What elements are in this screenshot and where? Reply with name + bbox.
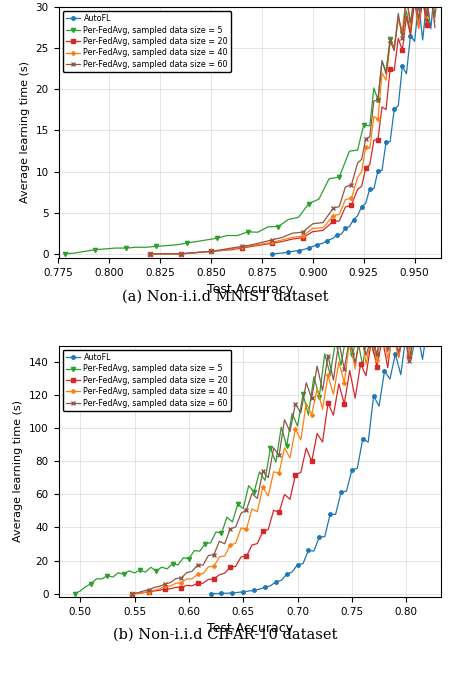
- Y-axis label: Average learning time (s): Average learning time (s): [14, 400, 23, 542]
- Y-axis label: Average learning time (s): Average learning time (s): [20, 62, 30, 203]
- Legend: AutoFL, Per-FedAvg, sampled data size = 5, Per-FedAvg, sampled data size = 20, P: AutoFL, Per-FedAvg, sampled data size = …: [63, 11, 231, 72]
- X-axis label: Test Accuracy: Test Accuracy: [207, 283, 293, 296]
- X-axis label: Test Accuracy: Test Accuracy: [207, 622, 293, 635]
- Legend: AutoFL, Per-FedAvg, sampled data size = 5, Per-FedAvg, sampled data size = 20, P: AutoFL, Per-FedAvg, sampled data size = …: [63, 350, 231, 411]
- Text: (a) Non-i.i.d MNIST dataset: (a) Non-i.i.d MNIST dataset: [122, 289, 328, 303]
- Text: (b) Non-i.i.d CIFAR-10 dataset: (b) Non-i.i.d CIFAR-10 dataset: [113, 628, 337, 642]
